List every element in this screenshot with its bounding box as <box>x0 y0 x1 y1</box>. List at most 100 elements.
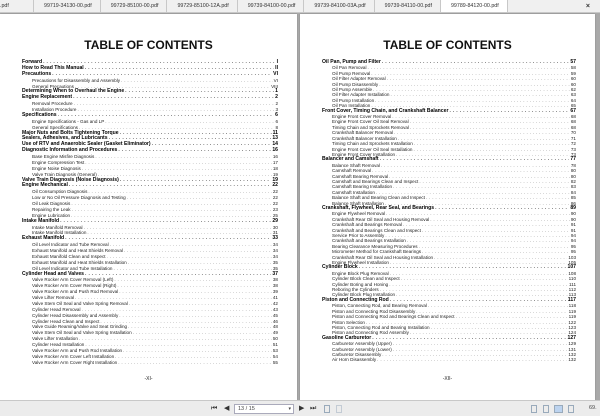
toc-subsection[interactable]: Cylinder Block Plug Installation 113 <box>322 292 576 297</box>
toc-subsection[interactable]: Crankshaft Rear Oil Seal and Housing Ins… <box>322 255 576 260</box>
toc-subsection[interactable]: Cylinder Head Clean and Inspect 46 <box>22 319 278 325</box>
toc-subsection[interactable]: Camshaft Installation 84 <box>322 190 576 195</box>
toc-subsection[interactable]: Crankshaft Rear Oil Seal and Housing Rem… <box>322 217 576 222</box>
toc-subsection[interactable]: Intake Manifold Removal 30 <box>22 225 278 231</box>
toc-subsection[interactable]: Cylinder Head Installation 51 <box>22 342 278 348</box>
toc-section[interactable]: Oil Pan, Pump and Filter 57 <box>322 59 576 65</box>
zoom-level[interactable]: 69. <box>589 405 597 411</box>
toc-subsection[interactable]: Intake Manifold Installation 31 <box>22 230 278 236</box>
toc-subsection[interactable]: Engine Front Cover Oil Seal Installation… <box>322 147 576 152</box>
tab-99789-84120-00-pdf[interactable]: 99789-84120-00.pdf <box>440 0 508 12</box>
tab-99719-34130-00-pdf[interactable]: 99719-34130-00.pdf <box>34 0 101 12</box>
rotate-disabled-icon[interactable] <box>336 405 342 413</box>
toc-subsection[interactable]: Valve Rocker Arm Cover Right Installatio… <box>22 360 278 366</box>
toc-section[interactable]: Cylinder Block 107 <box>322 264 576 270</box>
toc-subsection[interactable]: Piston Selection 122 <box>322 320 576 325</box>
toc-subsection[interactable]: Valve Rocker Arm and Push Rod Removal 39 <box>22 289 278 295</box>
toc-subsection[interactable]: Crankshaft Balancer Removal 70 <box>322 130 576 135</box>
toc-subsection[interactable]: Oil Consumption Diagnosis 22 <box>22 189 278 195</box>
toc-subsection[interactable]: Valve Guide Reaming/Valve and Seat Grind… <box>22 324 278 330</box>
toc-section[interactable]: Gasoline Carburetor 127 <box>322 335 576 341</box>
toc-subsection[interactable]: Installation Procedure 3 <box>22 107 278 113</box>
toc-subsection[interactable]: Balance Shaft Removal 78 <box>322 163 576 168</box>
toc-subsection[interactable]: Valve Lifter Installation 50 <box>22 336 278 342</box>
toc-subsection[interactable]: Engine Block Plug Removal 108 <box>322 271 576 276</box>
toc-subsection[interactable]: Bearing Clearance Measuring Procedures 95 <box>322 244 576 249</box>
toc-subsection[interactable]: Cylinder Boring and Honing 111 <box>322 282 576 287</box>
toc-subsection[interactable]: Micrometer Method for Crankshaft Bearing… <box>322 249 576 254</box>
toc-section[interactable]: Engine Replacement 2 <box>22 94 278 101</box>
toc-subsection[interactable]: Cylinder Head Removal 43 <box>22 307 278 313</box>
toc-subsection[interactable]: Valve Stem Oil Seal and Valve Spring Rem… <box>22 301 278 307</box>
continuous-view-icon[interactable] <box>543 405 549 413</box>
toc-subsection[interactable]: Valve Rocker Arm and Push Rod Installati… <box>22 348 278 354</box>
toc-subsection[interactable]: Exhaust Manifold and Heat Shields Instal… <box>22 260 278 266</box>
toc-subsection[interactable]: Engine Front Cover Installation 73 <box>322 152 576 157</box>
toc-subsection[interactable]: Oil Pan Removal 58 <box>322 65 576 70</box>
toc-subsection[interactable]: Engine Compression Test 17 <box>22 160 278 166</box>
rotate-icon[interactable] <box>324 405 330 413</box>
toc-subsection[interactable]: Exhaust Manifold Clean and Inspect 34 <box>22 254 278 260</box>
single-page-view-icon[interactable] <box>531 405 537 413</box>
toc-subsection[interactable]: Piston and Connecting Rod Disassembly 119 <box>322 309 576 314</box>
toc-subsection[interactable]: Cylinder Head Disassembly and Assembly 45 <box>22 313 278 319</box>
toc-subsection[interactable]: Valve Rocker Arm Cover Left Installation… <box>22 354 278 360</box>
toc-section[interactable]: Intake Manifold 29 <box>22 218 278 225</box>
toc-subsection[interactable]: Oil Pump Removal 59 <box>322 71 576 76</box>
toc-subsection[interactable]: Piston and Connecting Rod and Bearings C… <box>322 314 576 319</box>
toc-section[interactable]: Cylinder Head and Valves 37 <box>22 271 278 278</box>
toc-section[interactable]: Determining When to Overhaul the Engine 1 <box>22 88 278 95</box>
toc-subsection[interactable]: Removal Procedure 2 <box>22 101 278 107</box>
toc-subsection[interactable]: Camshaft Removal 80 <box>322 168 576 173</box>
toc-section[interactable]: Valve Train Diagnosis (Noise Diagnosis) 1… <box>22 177 278 184</box>
toc-section[interactable]: Piston and Connecting Rod 117 <box>322 297 576 303</box>
toc-subsection[interactable]: Precautions for Disassembly and Assembly… <box>22 78 278 84</box>
toc-subsection[interactable]: Engine Lubrication 25 <box>22 213 278 219</box>
previous-page-button[interactable]: ◀ <box>224 405 230 412</box>
toc-section[interactable]: Engine Mechanical 22 <box>22 182 278 189</box>
tab-99739-84100-03A-pdf[interactable]: 99739-84100-03A.pdf <box>304 0 375 12</box>
toc-subsection[interactable]: Balance Shaft and Bearing Clean and Insp… <box>322 195 576 200</box>
toc-subsection[interactable]: Valve Stem Oil Seal and Valve Spring Ins… <box>22 330 278 336</box>
toc-section[interactable]: Exhaust Manifold 33 <box>22 235 278 242</box>
next-page-button[interactable]: ▶ <box>299 405 305 412</box>
toc-subsection[interactable]: Oil Pan Installation 65 <box>322 103 576 108</box>
tab-99739-84110-00-pdf[interactable]: 99739-84110-00.pdf <box>375 0 441 12</box>
toc-section[interactable]: Precautions VI <box>22 71 278 78</box>
toc-subsection[interactable]: Balance Shaft Installation 86 <box>322 201 576 206</box>
toc-subsection[interactable]: General Specifications 8 <box>22 125 278 131</box>
chevron-down-icon[interactable]: ▾ <box>288 406 291 412</box>
toc-subsection[interactable]: Camshaft and Bearings Clean and Inspect 8… <box>322 179 576 184</box>
toc-subsection[interactable]: Carburetor Disassembly 132 <box>322 352 576 357</box>
tab-99739-84100-00-pdf[interactable]: 99739-84100-00.pdf <box>238 0 305 12</box>
toc-subsection[interactable]: Low or No Oil Pressure Diagnosis and Tes… <box>22 195 278 201</box>
toc-subsection[interactable]: Timing Chain and Sprockets Installation 7… <box>322 141 576 146</box>
page-number-input[interactable]: 13 / 15 ▾ <box>234 404 294 414</box>
tab-99729-85100-00-pdf[interactable]: 99729-85100-00.pdf <box>101 0 168 12</box>
toc-subsection[interactable]: Valve Rocker Arm Cover Removal (Right) 38 <box>22 283 278 289</box>
two-page-view-icon[interactable] <box>554 405 563 413</box>
toc-section[interactable]: Balancer and Camshaft 77 <box>322 156 576 162</box>
toc-subsection[interactable]: Oil Level Indicator and Tube Installatio… <box>22 266 278 272</box>
tab--pdf[interactable]: .pdf <box>0 0 34 12</box>
toc-subsection[interactable]: Carburetor Assembly (Upper) 129 <box>322 341 576 346</box>
toc-subsection[interactable]: General Precautions VIII <box>22 84 278 90</box>
toc-subsection[interactable]: Oil Filter Adapter Installation 63 <box>322 92 576 97</box>
toc-subsection[interactable]: Piston and Connecting Rod Assembly 124 <box>322 330 576 335</box>
toc-subsection[interactable]: Engine Noise Diagnosis 18 <box>22 166 278 172</box>
toc-section[interactable]: Major Nuts and Bolts Tightening Torque 11 <box>22 130 278 137</box>
two-page-continuous-view-icon[interactable] <box>568 405 574 413</box>
toc-subsection[interactable]: Piston, Connecting Rod and Bearing Insta… <box>322 325 576 330</box>
toc-section[interactable]: Use of RTV and Anaerobic Sealer (Gasket … <box>22 141 278 148</box>
toc-subsection[interactable]: Carburetor Assembly (Lower) 131 <box>322 347 576 352</box>
toc-subsection[interactable]: Base Engine Misfire Diagnosis 16 <box>22 154 278 160</box>
toc-subsection[interactable]: Engine Specifications - Gas and LP 6 <box>22 119 278 125</box>
toc-subsection[interactable]: Crankshaft and Bearings Installation 94 <box>322 238 576 243</box>
toc-section[interactable]: Crankshaft, Flywheel, Rear Seal, and Bea… <box>322 205 576 211</box>
toc-subsection[interactable]: Valve Rocker Arm Cover Removal (Left) 38 <box>22 277 278 283</box>
first-page-button[interactable]: ⏮ <box>211 405 218 412</box>
toc-subsection[interactable]: Exhaust Manifold and Heat Shields Remova… <box>22 248 278 254</box>
toc-subsection[interactable]: Reboring the Cylinders 112 <box>322 287 576 292</box>
toc-subsection[interactable]: Crankshaft and Bearings Clean and Inspec… <box>322 228 576 233</box>
toc-section[interactable]: Forward I <box>22 59 278 66</box>
